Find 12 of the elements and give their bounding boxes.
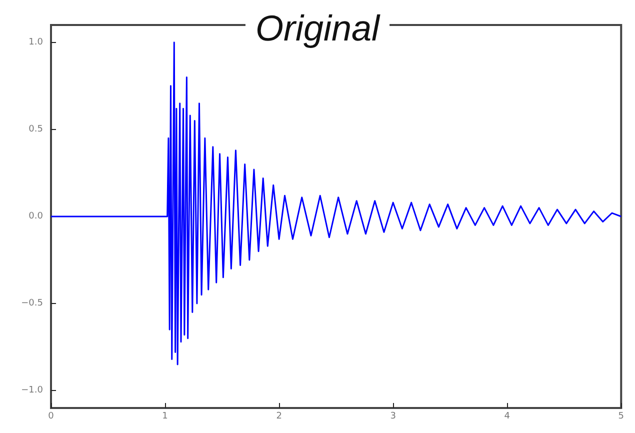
x-tick-label: 1 <box>162 412 168 422</box>
x-tick-label: 3 <box>390 412 396 422</box>
x-tick-label: 5 <box>618 412 624 422</box>
x-tick-label: 0 <box>48 412 54 422</box>
y-tick-label: 1.0 <box>28 37 44 48</box>
y-tick-label: −1.0 <box>21 386 44 396</box>
x-tick-label: 2 <box>276 412 282 422</box>
y-tick-label: −0.5 <box>21 298 43 309</box>
x-tick-label: 4 <box>504 412 510 422</box>
chart-title: Original <box>255 8 381 48</box>
y-tick-label: 0.5 <box>28 124 43 134</box>
y-tick-label: 0.0 <box>28 212 44 222</box>
